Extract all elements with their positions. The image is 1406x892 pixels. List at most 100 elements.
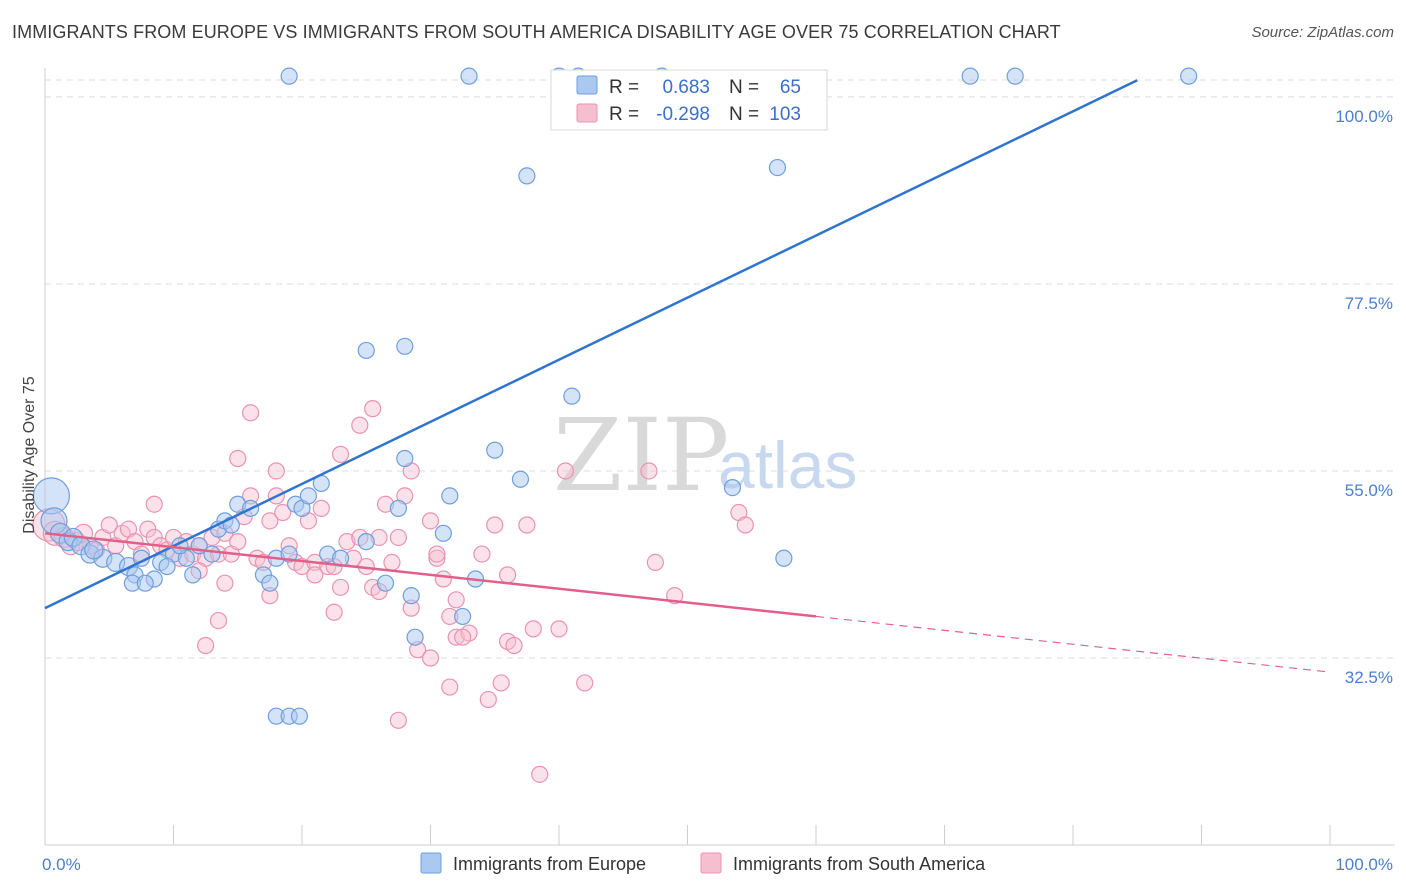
europe-point (184, 566, 202, 584)
europe-r-label: R = (609, 77, 639, 98)
south-america-point (434, 570, 452, 588)
south-america-point (646, 553, 664, 571)
south-america-point (428, 549, 446, 567)
south-america-point (486, 516, 504, 534)
legend: Immigrants from Europe Immigrants from S… (420, 852, 986, 874)
south-america-point (447, 591, 465, 609)
south-america-point (447, 628, 465, 646)
europe-point (136, 574, 154, 592)
axes (44, 68, 1395, 846)
europe-r-value: 0.683 (662, 77, 710, 98)
south-america-point (441, 678, 459, 696)
south-america-point (351, 416, 369, 434)
south-america-point (518, 516, 536, 534)
south-america-r-value: -0.298 (656, 104, 710, 125)
europe-point (280, 67, 298, 85)
south-america-point (274, 503, 292, 522)
watermark-atlas: atlas (718, 428, 857, 502)
x-tick-label: 0.0% (42, 855, 81, 874)
europe-point (84, 540, 104, 560)
south-america-point (331, 445, 350, 463)
europe-point (357, 533, 375, 551)
legend-europe-label: Immigrants from Europe (453, 854, 646, 874)
europe-point (441, 487, 459, 505)
europe-point (511, 470, 530, 488)
europe-point (290, 707, 309, 725)
europe-point (357, 341, 375, 360)
chart-title: IMMIGRANTS FROM EUROPE VS IMMIGRANTS FRO… (12, 22, 1061, 42)
south-america-point (428, 545, 446, 563)
europe-point (203, 545, 221, 563)
europe-point (961, 67, 979, 85)
europe-point (299, 487, 318, 505)
south-america-point (331, 578, 350, 596)
south-america-point (640, 462, 658, 480)
europe-point (518, 167, 536, 185)
europe-point (261, 574, 279, 592)
south-america-point (505, 636, 523, 655)
y-tick-label: 77.5% (1345, 294, 1393, 313)
south-america-point (216, 574, 234, 592)
legend-europe-swatch (420, 852, 442, 874)
south-america-point (242, 404, 260, 422)
south-america-trend-extension (815, 615, 1331, 673)
stats-box: R = 0.683 N = 65 R = -0.298 N = 103 (550, 69, 828, 131)
south-america-point (389, 528, 407, 547)
south-america-n-value: 103 (769, 104, 801, 125)
south-america-point (531, 765, 549, 783)
south-america-point (306, 566, 324, 584)
europe-point (775, 549, 793, 567)
south-america-point (145, 495, 163, 513)
south-america-point (576, 674, 594, 692)
south-america-point (454, 628, 472, 646)
europe-swatch (576, 75, 598, 95)
south-america-trend-line (44, 532, 817, 618)
south-america-point (197, 636, 215, 655)
europe-point (563, 387, 581, 405)
europe-point (723, 478, 742, 497)
europe-point (1006, 67, 1024, 85)
europe-point (158, 557, 176, 576)
south-america-point (499, 566, 517, 584)
legend-south-america-label: Immigrants from South America (733, 854, 986, 874)
south-america-point (261, 512, 279, 530)
south-america-point (100, 516, 118, 534)
south-america-point (524, 620, 542, 638)
europe-point (768, 158, 787, 177)
tick-labels: 32.5% 55.0% 77.5% 100.0% 0.0% 100.0% (42, 107, 1393, 874)
south-america-swatch (576, 103, 598, 123)
legend-south-america-swatch (700, 852, 722, 874)
europe-point (376, 574, 395, 592)
y-tick-label: 100.0% (1335, 107, 1393, 126)
y-tick-label: 32.5% (1345, 668, 1393, 687)
europe-point (1180, 67, 1198, 85)
europe-point (396, 449, 414, 468)
south-america-point (736, 516, 754, 534)
south-america-point (312, 499, 330, 517)
europe-point (396, 337, 414, 355)
europe-point (460, 67, 478, 85)
trend-lines (44, 79, 1331, 673)
europe-point (402, 587, 420, 605)
watermark: ZIP atlas (553, 397, 857, 514)
south-america-point (479, 690, 497, 709)
grid-lines (45, 79, 1395, 659)
europe-trend-line (44, 79, 1138, 610)
y-axis-title: Disability Age Over 75 (21, 376, 38, 534)
europe-point (389, 499, 407, 517)
south-america-point (421, 512, 440, 530)
south-america-point (229, 449, 247, 468)
south-america-point (325, 603, 343, 621)
south-america-point (338, 533, 356, 551)
south-america-point (550, 620, 568, 638)
europe-n-value: 65 (780, 77, 801, 98)
south-america-point (492, 674, 510, 692)
europe-n-label: N = (729, 77, 759, 98)
south-america-point (364, 400, 382, 418)
south-america-point (229, 533, 247, 551)
south-america-point (267, 462, 285, 480)
south-america-point (473, 545, 491, 563)
source-credit: Source: ZipAtlas.com (1251, 24, 1394, 41)
south-america-point (389, 711, 407, 729)
